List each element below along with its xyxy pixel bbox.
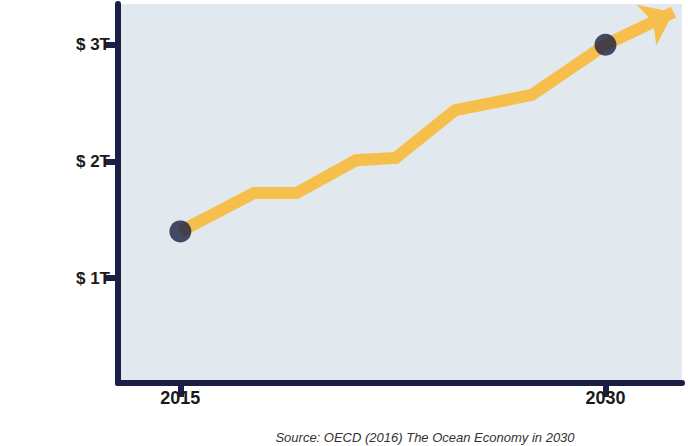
- svg-text:Source: OECD (2016) The Ocean: Source: OECD (2016) The Ocean Economy in…: [275, 430, 575, 445]
- svg-text:$ 1T: $ 1T: [76, 269, 111, 288]
- svg-text:$ 2T: $ 2T: [76, 152, 111, 171]
- svg-text:$ 3T: $ 3T: [76, 35, 111, 54]
- svg-text:2030: 2030: [585, 388, 625, 408]
- svg-text:2015: 2015: [160, 388, 200, 408]
